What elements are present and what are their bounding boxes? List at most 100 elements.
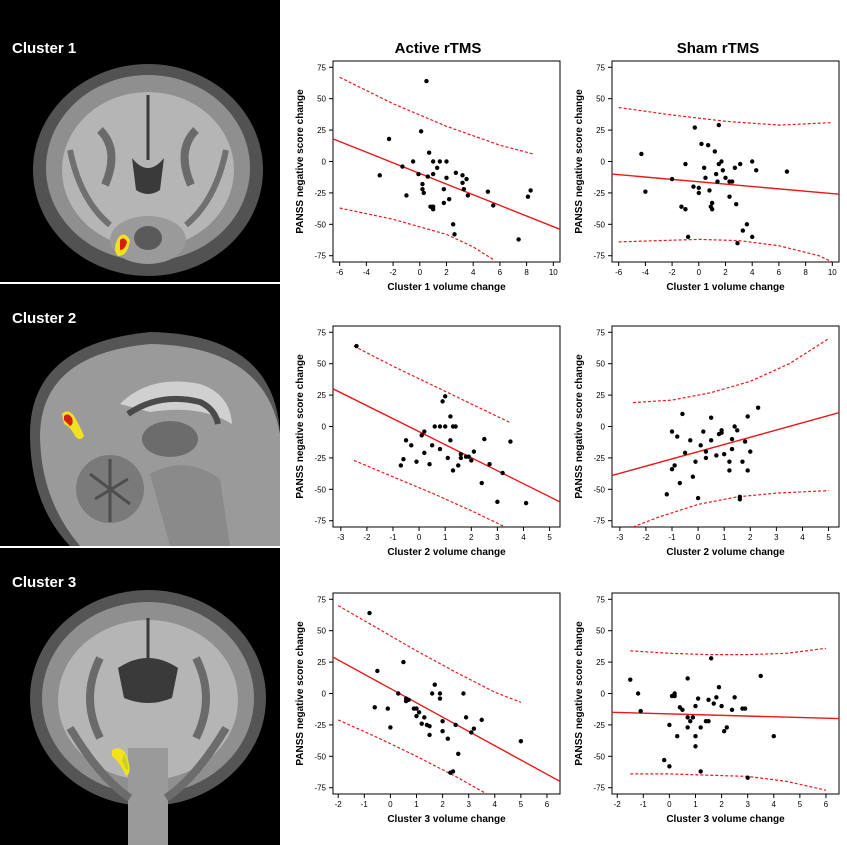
ci-lower-line [353, 459, 506, 527]
data-point [716, 685, 722, 690]
ci-upper-line [630, 647, 827, 656]
x-tick-label: -6 [615, 268, 623, 277]
data-point [440, 728, 445, 734]
data-point [418, 129, 424, 134]
y-tick-label: 50 [596, 360, 605, 369]
data-point [699, 141, 704, 147]
data-point [422, 715, 427, 720]
data-point [719, 159, 724, 164]
data-point [491, 203, 496, 208]
y-axis-label: PANSS negative score change [295, 89, 306, 234]
data-point [714, 695, 719, 700]
y-tick-label: -25 [593, 189, 605, 198]
x-tick-label: 3 [466, 800, 471, 809]
x-tick-label: -1 [389, 533, 397, 542]
data-point [669, 176, 675, 182]
data-point [446, 196, 452, 202]
data-point [690, 474, 696, 479]
x-tick-label: 2 [719, 800, 724, 809]
data-point [680, 411, 685, 417]
data-point [675, 734, 680, 739]
data-point [664, 492, 669, 497]
y-tick-label: 25 [317, 658, 326, 667]
data-point [690, 715, 696, 720]
y-tick-label: 25 [596, 658, 605, 667]
x-tick-label: 4 [521, 533, 526, 542]
data-point [426, 150, 432, 155]
y-tick-label: -25 [314, 189, 326, 198]
data-point [414, 706, 419, 711]
data-point [420, 186, 425, 192]
data-point [386, 136, 392, 142]
scatter-plot-active-cluster3: 75 50 25 0 -25 -50 -75 -2 -1 0 1 2 3 4 5 6 Cluster 3 vol… [295, 592, 561, 825]
brain-image-cluster2: Cluster 2 [0, 284, 280, 546]
data-point [406, 697, 411, 702]
data-point [667, 722, 672, 728]
x-tick-label: 1 [414, 800, 419, 809]
data-point [385, 706, 390, 711]
data-point [732, 424, 737, 429]
y-tick-label: 75 [596, 63, 605, 72]
y-tick-label: 75 [317, 328, 326, 337]
data-point [450, 769, 456, 774]
x-tick-label: -6 [336, 268, 344, 277]
data-point [755, 405, 761, 410]
data-point [400, 164, 405, 169]
ci-lower-line [337, 719, 488, 794]
data-point [437, 446, 443, 452]
data-point [430, 159, 436, 164]
data-point [432, 424, 437, 429]
y-tick-label: 0 [322, 690, 327, 699]
data-point [740, 228, 746, 233]
data-point [635, 691, 641, 696]
scatter-plot-sham-cluster1: 75 50 25 0 -25 -50 -75 -6 -4 -2 0 2 4 6 8 10 Cluster 1 v… [574, 60, 840, 293]
data-point [732, 165, 738, 170]
data-point [372, 705, 377, 710]
data-point [685, 725, 690, 730]
data-point [729, 436, 735, 442]
scatter-plot-active-cluster1: 75 50 25 0 -25 -50 -75 -6 -4 -2 0 2 4 6 8 10 Cluster 1 v… [295, 60, 561, 293]
data-point [445, 455, 451, 461]
data-point [427, 732, 432, 738]
data-point [732, 695, 737, 700]
data-point [419, 721, 424, 726]
plot-frame [332, 592, 561, 795]
data-point [437, 691, 443, 696]
scatter-plot-sham-cluster3: 75 50 25 0 -25 -50 -75 -2 -1 0 1 2 3 4 5 6 Cluster 3 vol… [574, 592, 840, 825]
data-point [485, 189, 491, 194]
y-tick-label: -75 [593, 252, 605, 261]
regression-line [333, 388, 560, 503]
data-point [430, 204, 436, 209]
data-point [729, 179, 735, 184]
x-tick-label: 6 [498, 268, 503, 277]
data-point [456, 463, 461, 468]
brain-image-cluster1: Cluster 1 [0, 0, 280, 282]
data-point [696, 185, 701, 191]
y-tick-label: 0 [601, 158, 606, 167]
data-point [675, 434, 680, 439]
x-tick-label: -2 [642, 533, 650, 542]
data-point [401, 659, 406, 665]
data-point [367, 610, 372, 616]
data-point [709, 207, 715, 212]
data-point [458, 451, 464, 457]
x-tick-label: 3 [774, 533, 779, 542]
data-point [465, 193, 471, 198]
data-point [639, 151, 644, 157]
data-point [708, 415, 714, 420]
data-point [445, 736, 451, 741]
ci-lower-line [339, 207, 494, 261]
y-tick-label: 25 [317, 391, 326, 400]
data-point [479, 480, 484, 486]
x-tick-label: 2 [723, 268, 728, 277]
data-point [487, 461, 492, 467]
x-tick-label: 2 [444, 268, 449, 277]
data-point [683, 161, 688, 167]
data-point [720, 168, 726, 173]
data-point [375, 668, 380, 674]
y-tick-label: -75 [314, 517, 326, 526]
y-tick-label: -25 [593, 454, 605, 463]
y-tick-label: 75 [596, 328, 605, 337]
data-point [441, 200, 447, 206]
y-tick-label: -50 [593, 220, 605, 229]
